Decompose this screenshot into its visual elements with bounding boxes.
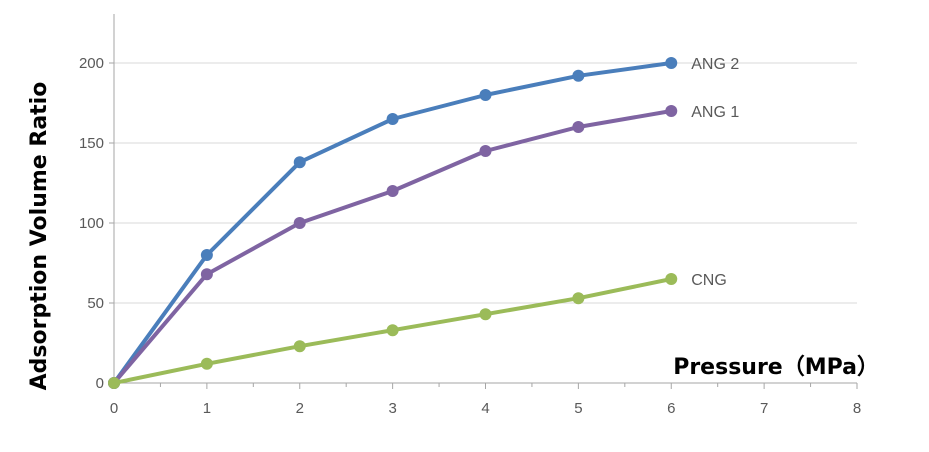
x-tick-label: 6 bbox=[667, 400, 675, 417]
data-point-cng bbox=[479, 308, 492, 321]
data-point-ang-2 bbox=[200, 249, 213, 261]
x-tick-label: 1 bbox=[203, 400, 211, 417]
data-point-ang-2 bbox=[386, 113, 399, 125]
y-tick-label: 100 bbox=[79, 215, 104, 232]
data-point-cng bbox=[665, 273, 678, 285]
series-labels: ANG 2 ANG 1 CNG bbox=[691, 56, 739, 289]
data-point-ang-1 bbox=[293, 217, 306, 229]
data-point-ang-1 bbox=[200, 268, 213, 281]
x-tick-labels: 0 1 2 3 4 5 6 7 8 bbox=[110, 400, 861, 417]
data-point-ang-1 bbox=[665, 105, 678, 117]
series-label-cng: CNG bbox=[691, 272, 727, 289]
x-tick-label: 3 bbox=[388, 400, 396, 417]
data-point-ang-1 bbox=[572, 121, 585, 133]
x-tick-label: 8 bbox=[853, 400, 861, 417]
axes bbox=[109, 14, 858, 389]
x-tick-label: 4 bbox=[481, 400, 489, 417]
data-point-ang-2 bbox=[665, 57, 678, 69]
data-point-ang-2 bbox=[479, 89, 492, 101]
x-axis-title: Pressure（MPa） bbox=[673, 355, 879, 380]
y-tick-label: 200 bbox=[79, 55, 104, 72]
data-point-cng bbox=[386, 324, 399, 337]
x-tick-label: 2 bbox=[296, 400, 304, 417]
x-tick-label: 5 bbox=[574, 400, 582, 417]
x-tick-label: 7 bbox=[760, 400, 768, 417]
x-tick-label: 0 bbox=[110, 400, 118, 417]
series-group bbox=[108, 57, 678, 389]
series-cng bbox=[108, 273, 678, 389]
y-tick-label: 50 bbox=[87, 295, 104, 312]
y-tick-labels: 0 50 100 150 200 bbox=[79, 55, 104, 392]
series-line-ang-1 bbox=[112, 109, 674, 385]
data-point-ang-2 bbox=[293, 156, 306, 169]
y-axis-title: Adsorption Volume Ratio bbox=[27, 82, 52, 391]
data-point-ang-1 bbox=[479, 145, 492, 157]
data-point-ang-1 bbox=[386, 185, 399, 197]
y-tick-label: 0 bbox=[96, 375, 104, 392]
data-point-cng bbox=[108, 377, 120, 389]
data-point-ang-2 bbox=[572, 69, 585, 82]
y-tick-label: 150 bbox=[79, 135, 104, 152]
series-label-ang-1: ANG 1 bbox=[691, 104, 739, 121]
series-label-ang-2: ANG 2 bbox=[691, 56, 739, 73]
data-point-cng bbox=[572, 292, 585, 305]
data-point-cng bbox=[293, 340, 306, 353]
data-point-cng bbox=[200, 357, 213, 370]
series-ang-1 bbox=[108, 105, 678, 389]
